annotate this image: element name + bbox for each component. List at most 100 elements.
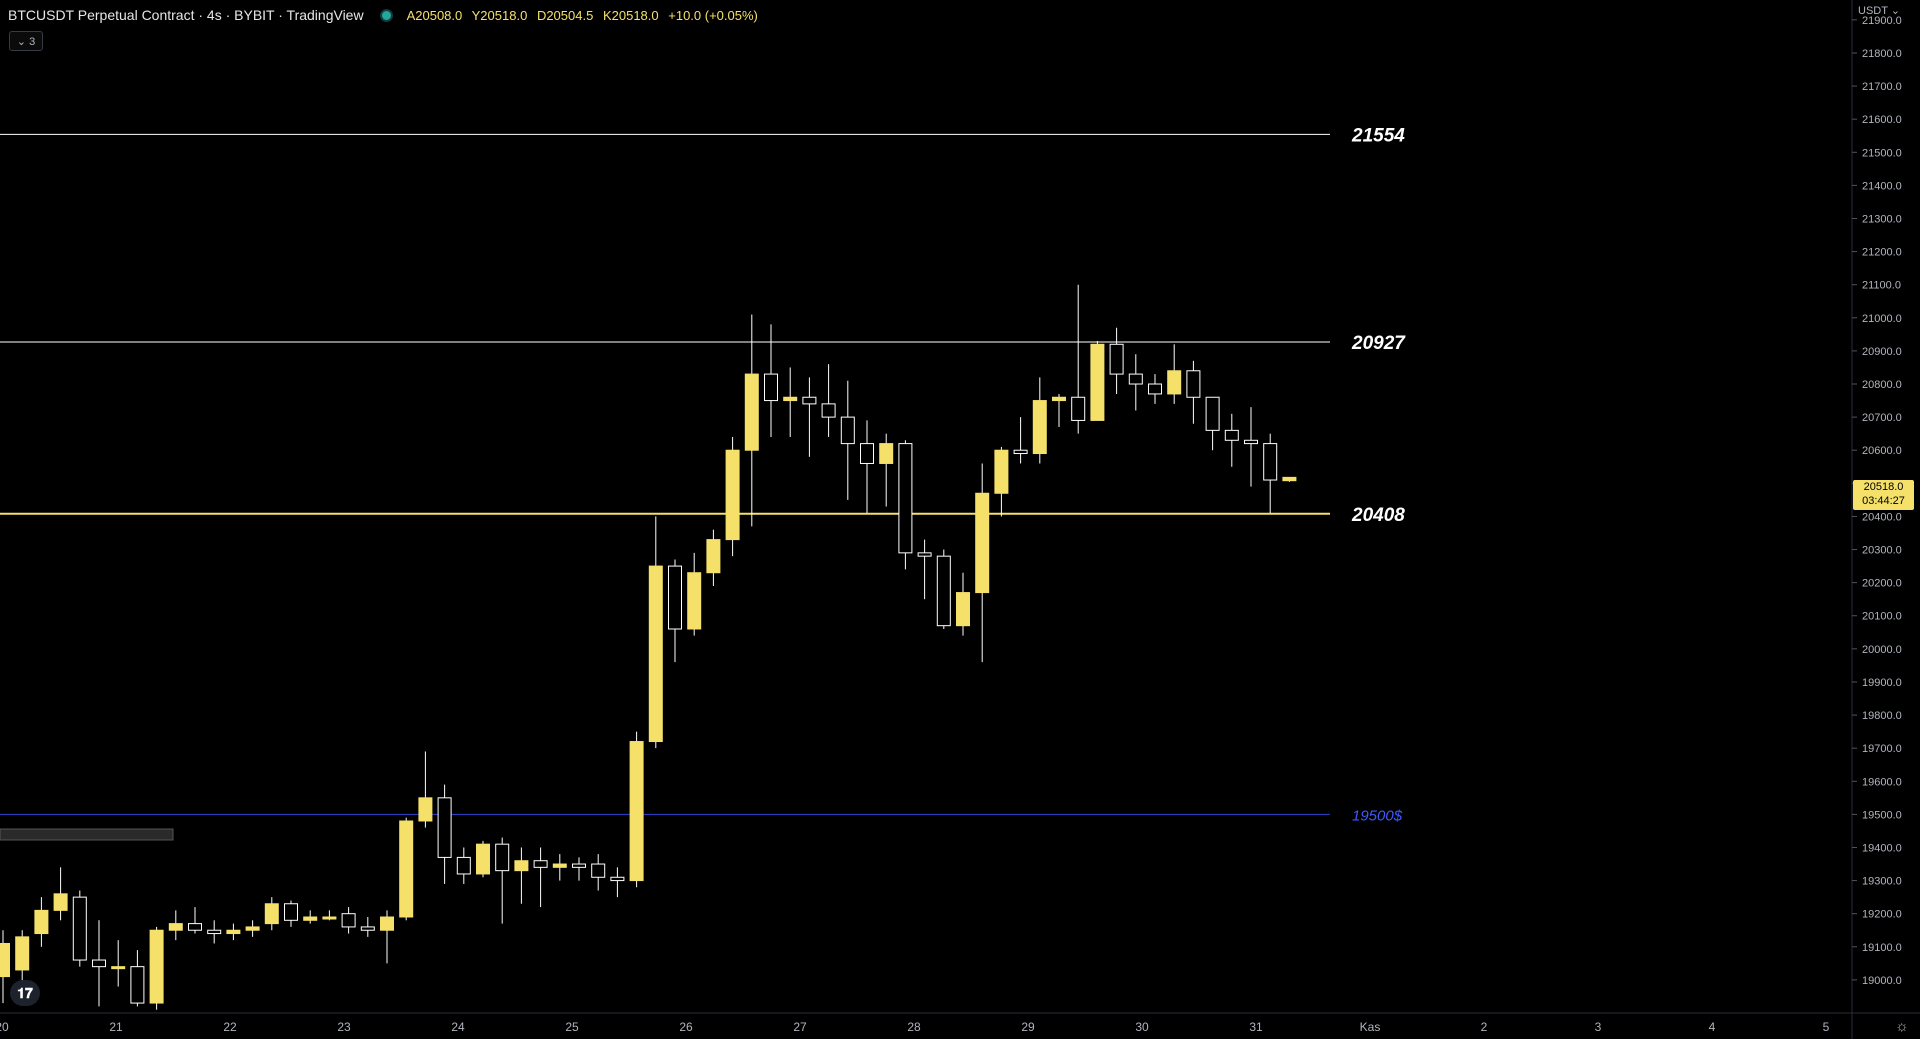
x-tick-label: 2 — [1481, 1020, 1488, 1034]
candle — [0, 930, 10, 1004]
y-tick-label: 20400.0 — [1862, 511, 1902, 523]
candle-body — [687, 572, 702, 630]
close-value: K20518.0 — [602, 7, 659, 23]
x-tick-label: Kas — [1360, 1020, 1381, 1034]
y-tick-label: 20100.0 — [1862, 611, 1902, 623]
candle — [34, 897, 49, 947]
candle — [1013, 417, 1028, 464]
candle-body — [456, 856, 471, 875]
y-tick-label: 21700.0 — [1862, 81, 1902, 93]
candle — [610, 867, 625, 898]
candle-body — [476, 843, 490, 875]
y-tick-label: 21600.0 — [1862, 114, 1902, 126]
candle-body — [188, 923, 202, 931]
candle-body — [802, 396, 817, 405]
candle-body — [284, 903, 298, 921]
candle — [552, 854, 567, 881]
candle-body — [168, 923, 183, 931]
candle — [1244, 407, 1258, 487]
candle — [840, 380, 855, 500]
y-tick-label: 21800.0 — [1862, 48, 1902, 60]
candle — [53, 867, 68, 921]
candle-body — [399, 820, 414, 918]
candle-body — [706, 539, 721, 574]
y-tick-label: 21200.0 — [1862, 247, 1902, 259]
candle-body — [111, 966, 126, 970]
candle — [1071, 284, 1086, 434]
candle — [1167, 344, 1182, 404]
candle-body — [1052, 396, 1066, 402]
candle — [956, 572, 970, 636]
x-tick-label: 3 — [1595, 1020, 1602, 1034]
horizontal-levels: 21554 20927 20408 19500$ — [0, 125, 1406, 824]
candles — [0, 284, 1297, 1010]
candle — [802, 377, 817, 457]
x-tick-label: 22 — [223, 1020, 237, 1034]
candle-body — [437, 797, 452, 858]
candle-body — [591, 863, 606, 878]
x-tick-label: 21 — [109, 1020, 123, 1034]
candle — [130, 950, 145, 1007]
candle — [648, 516, 663, 749]
level-label: 20927 — [1351, 333, 1406, 354]
candle — [860, 420, 874, 514]
y-tick-label: 19100.0 — [1862, 942, 1902, 954]
open-value: A20508.0 — [406, 7, 463, 23]
y-tick-label: 20700.0 — [1862, 412, 1902, 424]
measure-bar — [0, 828, 174, 841]
candle — [1263, 433, 1278, 514]
candle — [456, 847, 471, 884]
candle — [1090, 340, 1105, 421]
candle — [341, 907, 356, 934]
bar-countdown: 03:44:27 — [1862, 495, 1905, 507]
candle — [572, 857, 586, 881]
candle — [1109, 327, 1124, 394]
y-tick-label: 21900.0 — [1862, 15, 1902, 27]
candle — [1032, 377, 1047, 464]
price-unit-button[interactable]: USDT ⌄ — [1858, 5, 1901, 17]
gear-icon[interactable]: ☼ — [1895, 1018, 1909, 1035]
symbol-legend: BTCUSDT Perpetual Contract · 4s · BYBIT … — [8, 7, 764, 23]
candle-body — [648, 565, 663, 743]
symbol-title[interactable]: BTCUSDT Perpetual Contract · 4s · BYBIT … — [8, 7, 364, 23]
candle-body — [1263, 443, 1278, 481]
x-tick-label: 5 — [1823, 1020, 1830, 1034]
indicator-toggle-button[interactable]: ⌄ 3 — [9, 31, 43, 51]
y-tick-label: 20200.0 — [1862, 578, 1902, 590]
tradingview-logo-icon[interactable]: 𝟏𝟕 — [10, 980, 40, 1006]
level-label: 20408 — [1351, 505, 1405, 526]
candle-body — [552, 863, 567, 868]
candle-body — [72, 896, 87, 961]
candle — [226, 923, 241, 941]
y-tick-label: 21000.0 — [1862, 313, 1902, 325]
candle — [514, 847, 529, 904]
candle-body — [936, 555, 951, 627]
y-tick-label: 19500.0 — [1862, 809, 1902, 821]
y-tick-label: 19300.0 — [1862, 876, 1902, 888]
candle-body — [1244, 439, 1258, 445]
x-tick-label: 26 — [679, 1020, 693, 1034]
candle-body — [0, 942, 10, 978]
candle — [975, 463, 990, 663]
candle — [744, 314, 759, 527]
candle — [879, 433, 894, 507]
last-price-tag: 20518.0 03:44:27 — [1853, 480, 1914, 510]
x-tick-label: 29 — [1021, 1020, 1035, 1034]
candle-body — [533, 860, 548, 868]
candle-body — [975, 492, 990, 594]
candle-body — [994, 449, 1009, 494]
candle — [687, 552, 702, 636]
candle-body — [303, 916, 318, 921]
candle-body — [1128, 373, 1143, 385]
candle-body — [1013, 449, 1028, 455]
ohlc-values: A20508.0 Y20518.0 D20504.5 K20518.0 +10.… — [407, 8, 764, 23]
candle-body — [245, 926, 260, 931]
candle — [111, 940, 126, 987]
candle — [399, 817, 414, 921]
price-axis: 19000.0 19100.0 19200.0 19300.0 19400.0 19500… — [1852, 15, 1902, 987]
candle-body — [917, 552, 932, 557]
candle — [783, 367, 798, 437]
candle-body — [1109, 343, 1124, 375]
candle — [1148, 374, 1162, 404]
